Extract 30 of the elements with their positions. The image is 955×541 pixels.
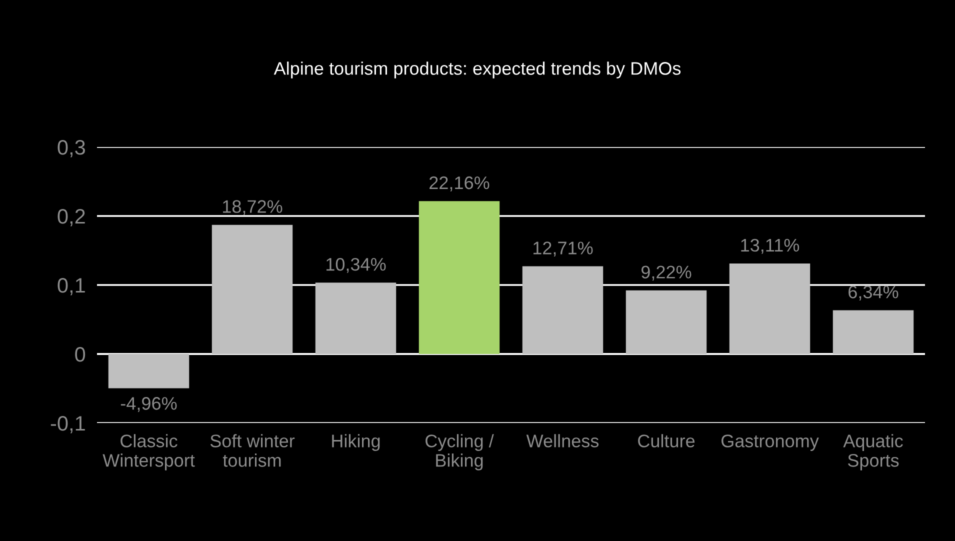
y-tick-label: 0,3 [58,140,85,158]
x-tick-label: Hiking [332,434,380,451]
y-tick-label: 0 [75,347,86,362]
chart-title: Alpine tourism products: expected trends by DMOs [274,62,681,78]
data-label: 6,34% [848,286,898,300]
x-tick-label: Aquatic Sports [843,434,903,470]
x-tick-label: Culture [638,434,695,448]
x-tick-label: Classic Wintersport [102,434,195,470]
y-tick-label: -0,1 [50,416,85,434]
data-label: 18,72% [223,200,282,216]
bar [212,224,293,354]
x-tick-label: Soft winter tourism [210,434,295,467]
bar [108,354,190,388]
bar [729,264,810,354]
y-tick-label: 0,1 [58,278,85,296]
x-tick-label: Gastronomy [721,434,819,451]
data-label: 9,22% [642,266,692,281]
data-label: -4,96% [120,397,177,412]
bar [626,290,707,354]
bar [522,266,604,354]
bar [418,201,500,354]
bar [315,282,396,354]
y-tick-label: 0,2 [58,209,85,226]
x-tick-label: Wellness [526,434,599,448]
data-label: 13,11% [741,238,800,254]
data-label: 22,16% [430,176,490,192]
bar [832,310,914,354]
data-label: 10,34% [326,258,386,273]
x-tick-label: Cycling / Biking [426,434,494,470]
data-label: 12,71% [534,242,593,257]
